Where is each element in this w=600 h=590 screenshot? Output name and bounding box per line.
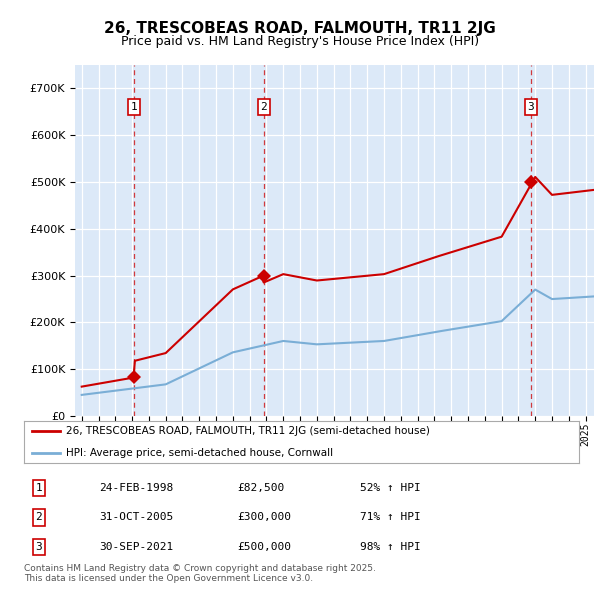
Text: 2: 2 (35, 513, 43, 522)
Text: HPI: Average price, semi-detached house, Cornwall: HPI: Average price, semi-detached house,… (65, 448, 333, 458)
Text: 1: 1 (35, 483, 43, 493)
Text: 1: 1 (131, 102, 137, 112)
Text: Contains HM Land Registry data © Crown copyright and database right 2025.
This d: Contains HM Land Registry data © Crown c… (24, 563, 376, 583)
Text: 26, TRESCOBEAS ROAD, FALMOUTH, TR11 2JG (semi-detached house): 26, TRESCOBEAS ROAD, FALMOUTH, TR11 2JG … (65, 426, 430, 436)
Text: 26, TRESCOBEAS ROAD, FALMOUTH, TR11 2JG: 26, TRESCOBEAS ROAD, FALMOUTH, TR11 2JG (104, 21, 496, 35)
Text: £300,000: £300,000 (237, 513, 291, 522)
Text: 24-FEB-1998: 24-FEB-1998 (99, 483, 173, 493)
Text: 3: 3 (35, 542, 43, 552)
Text: £82,500: £82,500 (237, 483, 284, 493)
Text: £500,000: £500,000 (237, 542, 291, 552)
Text: 2: 2 (260, 102, 267, 112)
Text: 52% ↑ HPI: 52% ↑ HPI (360, 483, 421, 493)
Text: 71% ↑ HPI: 71% ↑ HPI (360, 513, 421, 522)
Text: 30-SEP-2021: 30-SEP-2021 (99, 542, 173, 552)
Text: 98% ↑ HPI: 98% ↑ HPI (360, 542, 421, 552)
Text: Price paid vs. HM Land Registry's House Price Index (HPI): Price paid vs. HM Land Registry's House … (121, 35, 479, 48)
Text: 3: 3 (527, 102, 535, 112)
Text: 31-OCT-2005: 31-OCT-2005 (99, 513, 173, 522)
